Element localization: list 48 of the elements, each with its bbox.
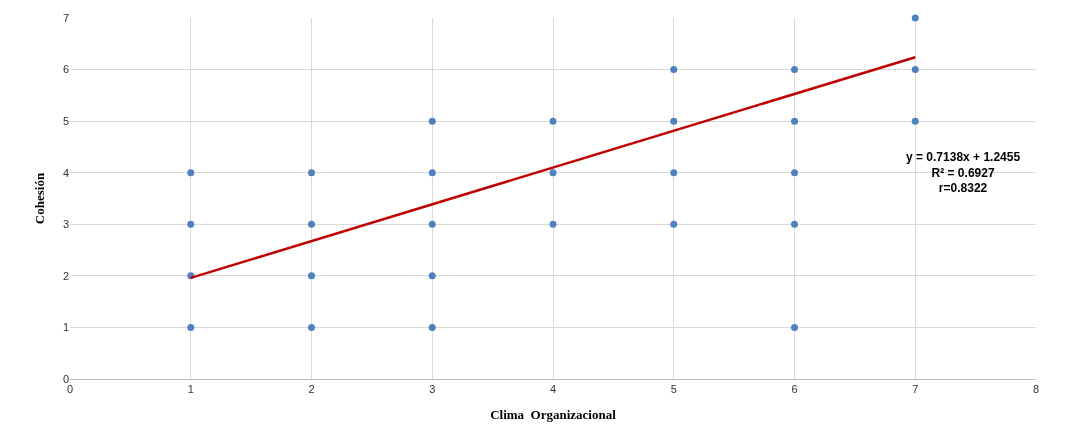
- point: [308, 272, 315, 280]
- y-tick-label: 5: [62, 114, 69, 127]
- x-tick-label: 3: [429, 383, 436, 396]
- point: [428, 272, 436, 280]
- y-axis-title: Cohesión: [31, 172, 47, 225]
- point: [428, 323, 436, 331]
- y-tick-label: 7: [62, 11, 69, 24]
- x-tick-label: 6: [791, 383, 798, 396]
- point: [549, 117, 557, 125]
- y-tick-label: 6: [62, 63, 69, 76]
- point: [308, 169, 315, 177]
- point: [911, 66, 919, 74]
- annotation: r=0.8322: [938, 181, 988, 196]
- point: [791, 323, 798, 331]
- y-tick-label: 0: [62, 372, 69, 385]
- x-tick-label: 4: [549, 383, 557, 396]
- y-tick-label: 1: [62, 321, 69, 334]
- point: [549, 169, 557, 177]
- point: [428, 220, 436, 228]
- x-tick-label: 1: [187, 383, 194, 396]
- point: [791, 169, 798, 177]
- annotation: R² = 0.6927: [931, 165, 995, 180]
- point: [791, 66, 798, 74]
- point: [911, 14, 919, 22]
- point: [187, 220, 195, 228]
- point: [670, 169, 678, 177]
- point: [187, 323, 195, 331]
- point: [911, 117, 919, 125]
- point: [428, 169, 436, 177]
- annotation: y = 0.7138x + 1.2455: [906, 150, 1021, 164]
- point: [428, 117, 436, 125]
- point: [187, 169, 195, 177]
- y-tick-label: 3: [62, 218, 69, 231]
- x-tick-label: 5: [670, 383, 677, 396]
- point: [791, 117, 798, 125]
- y-tick-label: 4: [62, 166, 69, 179]
- point: [308, 220, 315, 228]
- x-tick-label: 2: [308, 383, 315, 396]
- point: [670, 117, 678, 125]
- x-axis-title: Clima Organizacional: [490, 406, 617, 422]
- x-tick-label: 8: [1032, 383, 1040, 396]
- point: [670, 66, 678, 74]
- point: [670, 220, 678, 228]
- x-tick-label: 7: [912, 383, 919, 396]
- point: [791, 220, 798, 228]
- point: [549, 220, 557, 228]
- point: [308, 323, 315, 331]
- y-tick-label: 2: [62, 269, 69, 282]
